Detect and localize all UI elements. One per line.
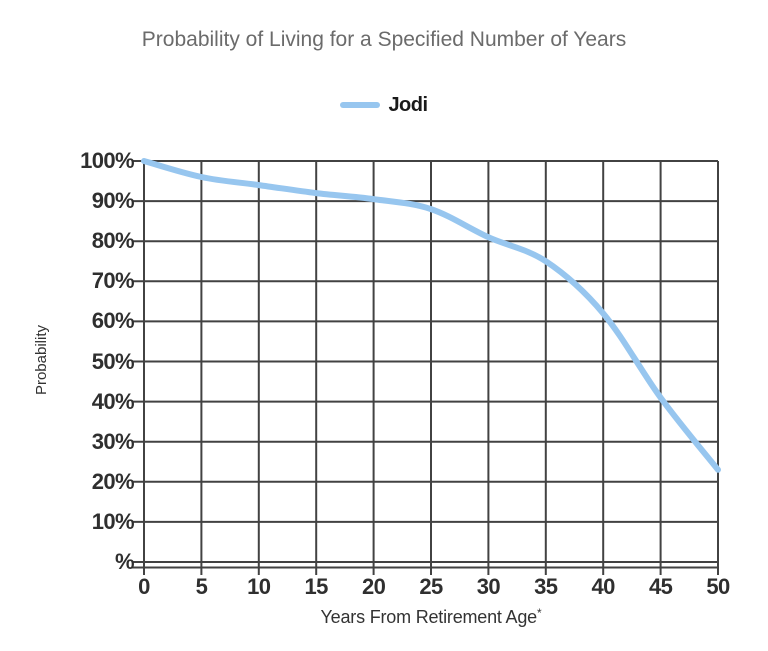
x-tick-label: 45 [648, 574, 673, 599]
y-tick-label: 20% [91, 468, 135, 494]
x-tick-label: 0 [138, 574, 150, 599]
y-tick-label: 60% [91, 308, 135, 334]
x-tick-label: 25 [419, 574, 443, 599]
legend: Jodi [0, 92, 768, 118]
x-tick-label: 10 [247, 574, 271, 599]
y-tick-label: 80% [91, 228, 135, 254]
legend-series-label: Jodi [388, 93, 428, 116]
y-tick-label: 70% [91, 268, 135, 294]
y-tick-label: 90% [91, 188, 135, 214]
probability-curve [141, 158, 721, 473]
y-tick-label: 30% [91, 428, 135, 454]
x-tick-label: 15 [304, 574, 329, 599]
x-tick-label: 35 [534, 574, 558, 599]
y-tick-label: 10% [91, 508, 135, 534]
y-tick-label: 40% [91, 388, 135, 414]
y-tick-label: 100% [80, 148, 134, 173]
x-axis-title-superscript: * [536, 606, 542, 620]
x-axis-title: Years From Retirement Age* [144, 606, 718, 628]
x-tick-label: 30 [476, 574, 501, 599]
x-tick-label: 20 [361, 574, 386, 599]
x-tick-label: 5 [195, 574, 208, 599]
x-tick-label: 40 [591, 574, 616, 599]
legend-line-swatch-icon [340, 102, 381, 108]
y-tick-label: 50% [91, 348, 135, 374]
chart-title: Probability of Living for a Specified Nu… [141, 28, 627, 51]
x-axis-title-text: Years From Retirement Age [320, 607, 538, 627]
y-tick-label: % [115, 549, 135, 574]
x-tick-label: 50 [706, 574, 730, 599]
